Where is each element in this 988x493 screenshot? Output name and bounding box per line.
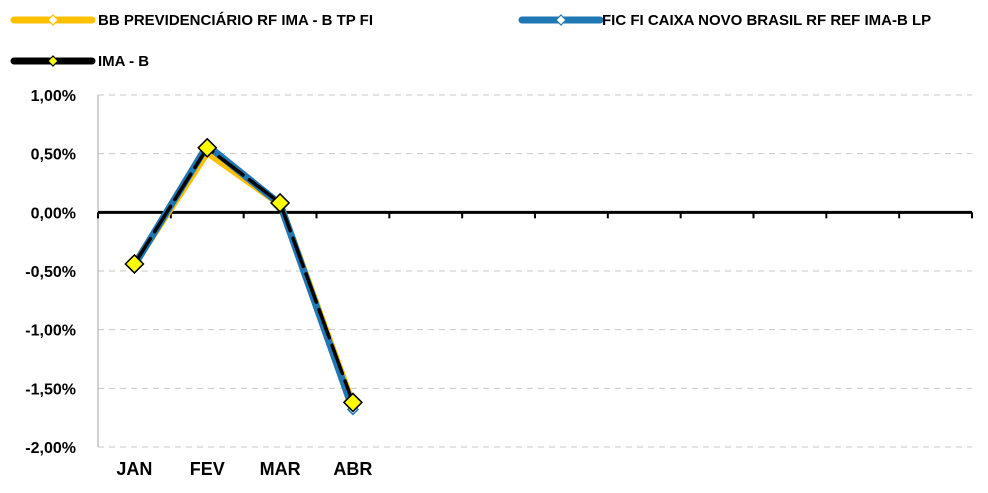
legend-label: IMA - B (98, 53, 149, 70)
series-line (130, 141, 357, 413)
x-category-label: FEV (190, 459, 225, 479)
y-tick-label: -0,50% (25, 264, 76, 281)
legend-entry: IMA - B (10, 53, 149, 70)
series-group (124, 137, 363, 416)
y-tick-label: -1,00% (25, 323, 76, 340)
legend-marker (47, 14, 59, 26)
x-category-label: JAN (116, 459, 152, 479)
legend: BB PREVIDENCIÁRIO RF IMA - B TP FI FIC FI… (10, 12, 931, 70)
x-category-label: ABR (333, 459, 372, 479)
legend-marker (47, 55, 59, 67)
legend-entry: FIC FI CAIXA NOVO BRASIL RF REF IMA-B LP (518, 12, 931, 29)
legend-label: BB PREVIDENCIÁRIO RF IMA - B TP FI (98, 12, 373, 29)
y-axis: 1,00% 0,50% 0,00% -0,50% -1,00% -1,50% -2,00% (25, 88, 99, 457)
x-axis: JAN FEV MAR ABR (97, 210, 973, 479)
data-point (197, 137, 218, 158)
series-1 (128, 146, 359, 411)
legend-marker (555, 14, 567, 26)
series-3 (124, 137, 363, 413)
data-point (270, 192, 291, 214)
series-line (132, 146, 355, 405)
data-point (124, 253, 145, 275)
x-category-label: MAR (260, 459, 301, 479)
legend-entry: BB PREVIDENCIÁRIO RF IMA - B TP FI (10, 12, 373, 29)
y-tick-label: 0,00% (31, 205, 76, 222)
data-point (342, 392, 363, 413)
y-tick-label: 0,50% (31, 147, 76, 164)
gridlines (98, 94, 972, 448)
y-tick-label: 1,00% (31, 88, 76, 105)
series-line (130, 148, 357, 409)
y-tick-label: -1,50% (25, 381, 76, 398)
legend-label: FIC FI CAIXA NOVO BRASIL RF REF IMA-B LP (602, 12, 931, 29)
y-tick-label: -2,00% (25, 440, 76, 457)
